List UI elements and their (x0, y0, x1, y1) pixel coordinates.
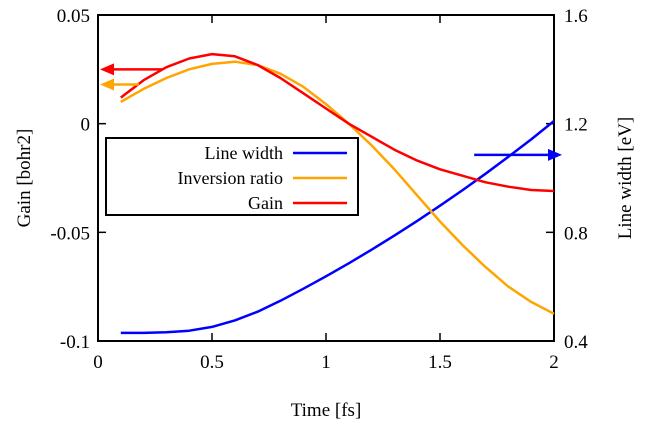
y-right-tick-label: 1.6 (564, 6, 588, 27)
y-right-tick-label: 0.4 (564, 332, 588, 353)
series-line-gain (120, 52, 555, 193)
x-tick-label: 2 (549, 352, 559, 373)
x-axis-label: Time [fs] (291, 400, 362, 421)
x-tick-label: 1.5 (428, 352, 452, 373)
y-left-tick-label: 0.05 (57, 6, 90, 27)
legend-label: Gain (248, 193, 283, 213)
series-layer (120, 52, 555, 335)
y-axis-label-left: Gain [bohr2] (14, 129, 35, 228)
y-left-tick-label: -0.05 (50, 223, 90, 244)
x-tick-label: 0 (93, 352, 103, 373)
y-left-tick-label: -0.1 (60, 332, 90, 353)
linewidth-arrow-head (548, 148, 562, 161)
series-line-inversion-ratio (120, 60, 555, 315)
x-tick-label: 0.5 (200, 352, 224, 373)
y-right-tick-label: 1.2 (564, 115, 588, 136)
inversion-arrow-head (100, 78, 114, 91)
legend-label: Inversion ratio (178, 168, 283, 188)
gain-arrow-head (100, 63, 114, 76)
ticks-layer: 0 0.5 1 1.5 2 -0.1 -0.05 0 0.05 0.4 0.8 1.2 1.6 (50, 6, 588, 373)
y-axis-label-right: Line width [eV] (615, 117, 636, 239)
x-tick-label: 1 (321, 352, 331, 373)
arrow-layer (100, 63, 562, 161)
series-line-line-width (120, 120, 555, 335)
legend-label: Line width (205, 143, 284, 163)
y-left-tick-label: 0 (81, 115, 91, 136)
legend: Line width Inversion ratio Gain (105, 137, 359, 216)
y-right-tick-label: 0.8 (564, 223, 588, 244)
